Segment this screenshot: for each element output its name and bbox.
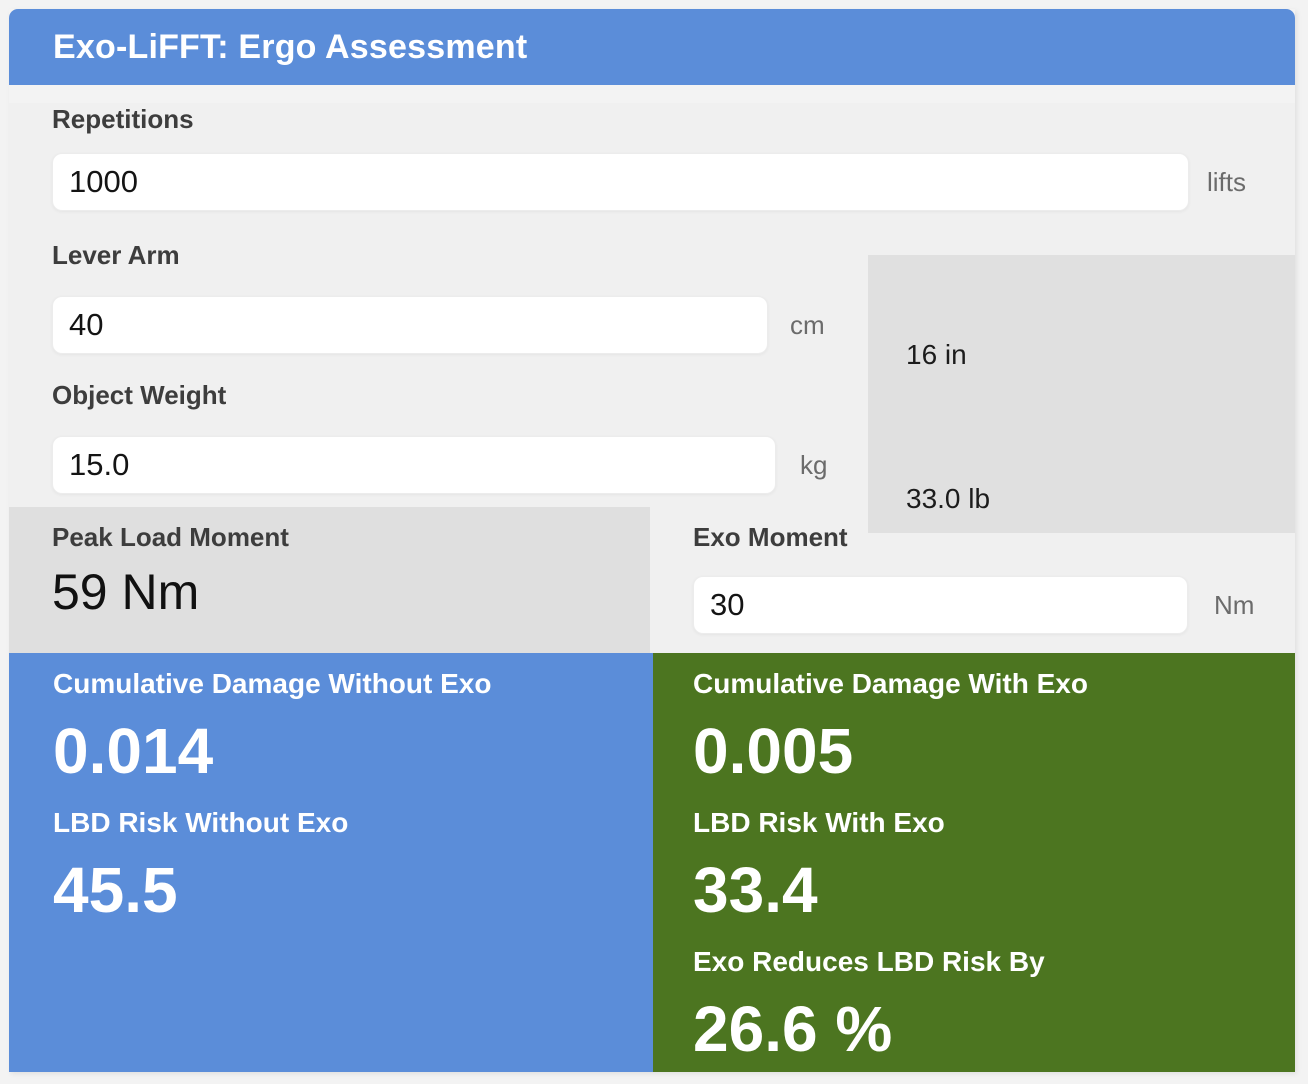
app-card: Exo-LiFFT: Ergo Assessment Repetitions l… [9, 9, 1295, 1072]
exo-moment-unit: Nm [1214, 589, 1255, 620]
object-weight-label: Object Weight [52, 380, 227, 410]
object-weight-input[interactable] [52, 436, 776, 494]
exo-moment-input[interactable] [693, 576, 1188, 634]
lbd-risk-without-exo-value: 45.5 [53, 854, 178, 926]
lbd-risk-without-exo-label: LBD Risk Without Exo [53, 807, 349, 838]
app-header: Exo-LiFFT: Ergo Assessment [9, 9, 1295, 85]
peak-load-moment-label: Peak Load Moment [52, 522, 289, 552]
lever-arm-converted: 16 in [906, 339, 967, 370]
repetitions-row: lifts [52, 153, 1295, 211]
fields-and-conversions: Lever Arm cm Object Weight kg 16 in 33.0… [9, 239, 1295, 533]
lever-arm-label: Lever Arm [52, 240, 180, 270]
object-weight-converted: 33.0 lb [906, 483, 991, 514]
risk-reduction-label: Exo Reduces LBD Risk By [693, 946, 1045, 977]
peak-load-moment-panel: Peak Load Moment 59 Nm [9, 507, 650, 653]
peak-load-moment-value: 59 Nm [52, 564, 200, 620]
lever-arm-row: cm [52, 296, 1295, 354]
unit-conversion-panel: 16 in 33.0 lb [868, 255, 1295, 533]
lever-arm-unit: cm [790, 309, 825, 340]
repetitions-label: Repetitions [52, 104, 194, 134]
cumulative-damage-without-exo-value: 0.014 [53, 715, 214, 787]
risk-reduction-value: 26.6 % [693, 993, 893, 1065]
results-with-exo-panel: Cumulative Damage With Exo 0.005 LBD Ris… [653, 653, 1295, 1072]
repetitions-unit: lifts [1207, 166, 1246, 197]
object-weight-row: kg [52, 436, 1295, 494]
exo-moment-row: Nm [693, 576, 1295, 634]
repetitions-input[interactable] [52, 153, 1189, 211]
object-weight-unit: kg [800, 449, 828, 480]
lbd-risk-with-exo-value: 33.4 [693, 854, 818, 926]
results-without-exo-panel: Cumulative Damage Without Exo 0.014 LBD … [9, 653, 653, 1072]
cumulative-damage-with-exo-label: Cumulative Damage With Exo [693, 668, 1088, 699]
form-area: Repetitions lifts Lever Arm cm Object We… [9, 103, 1295, 1072]
results-row: Cumulative Damage Without Exo 0.014 LBD … [9, 653, 1295, 1072]
app-title: Exo-LiFFT: Ergo Assessment [53, 27, 528, 66]
lever-arm-input[interactable] [52, 296, 768, 354]
cumulative-damage-with-exo-value: 0.005 [693, 715, 854, 787]
lbd-risk-with-exo-label: LBD Risk With Exo [693, 807, 945, 838]
exo-moment-label: Exo Moment [693, 522, 848, 552]
cumulative-damage-without-exo-label: Cumulative Damage Without Exo [53, 668, 492, 699]
